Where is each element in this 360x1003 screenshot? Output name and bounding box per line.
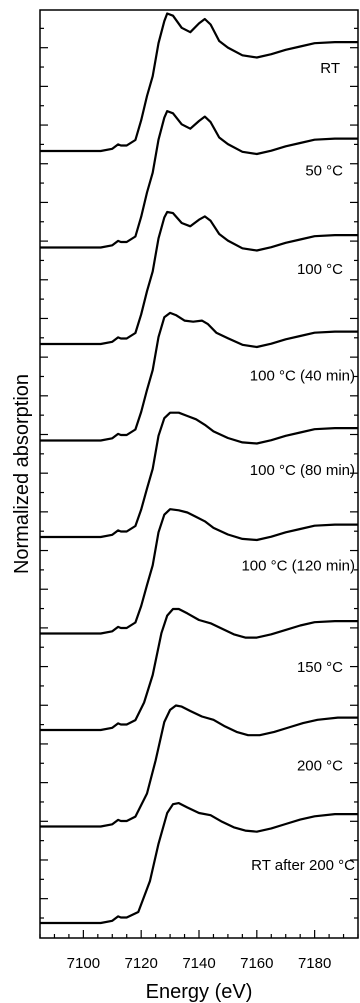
spectrum-line [40, 607, 358, 732]
right-tick-marks [350, 27, 358, 919]
x-axis-title: Energy (eV) [146, 981, 253, 1003]
x-axis-ticks: 7100 7120 7140 7160 7180 [39, 930, 359, 972]
x-tick-label: 7100 [67, 955, 100, 972]
curve-labels: RT 50 °C 100 °C 100 °C (40 min) 100 °C (80 m… [241, 60, 355, 874]
spectrum-line [40, 210, 358, 346]
x-tick-label: 7180 [298, 955, 331, 972]
series-label: 100 °C (120 min) [241, 558, 355, 575]
spectrum-line [40, 704, 358, 828]
x-tick-label: 7160 [240, 955, 273, 972]
spectrum-line [40, 411, 358, 539]
spectra-group [40, 12, 358, 925]
spectrum-line [40, 802, 358, 925]
series-label: 100 °C [297, 261, 343, 278]
series-label: 100 °C (80 min) [250, 462, 355, 479]
series-label: 200 °C [297, 758, 343, 775]
spectrum-line [40, 311, 358, 442]
series-label: 150 °C [297, 659, 343, 676]
series-label: RT [320, 60, 340, 77]
x-tick-label: 7140 [182, 955, 215, 972]
spectrum-line [40, 12, 358, 153]
left-tick-marks [40, 27, 48, 919]
spectrum-line [40, 110, 358, 249]
series-label: 100 °C (40 min) [250, 368, 355, 385]
y-axis-title: Normalized absorption [11, 374, 33, 574]
spectrum-line [40, 508, 358, 635]
series-label: RT after 200 °C [251, 857, 355, 874]
x-tick-label: 7120 [124, 955, 157, 972]
series-label: 50 °C [305, 163, 343, 180]
